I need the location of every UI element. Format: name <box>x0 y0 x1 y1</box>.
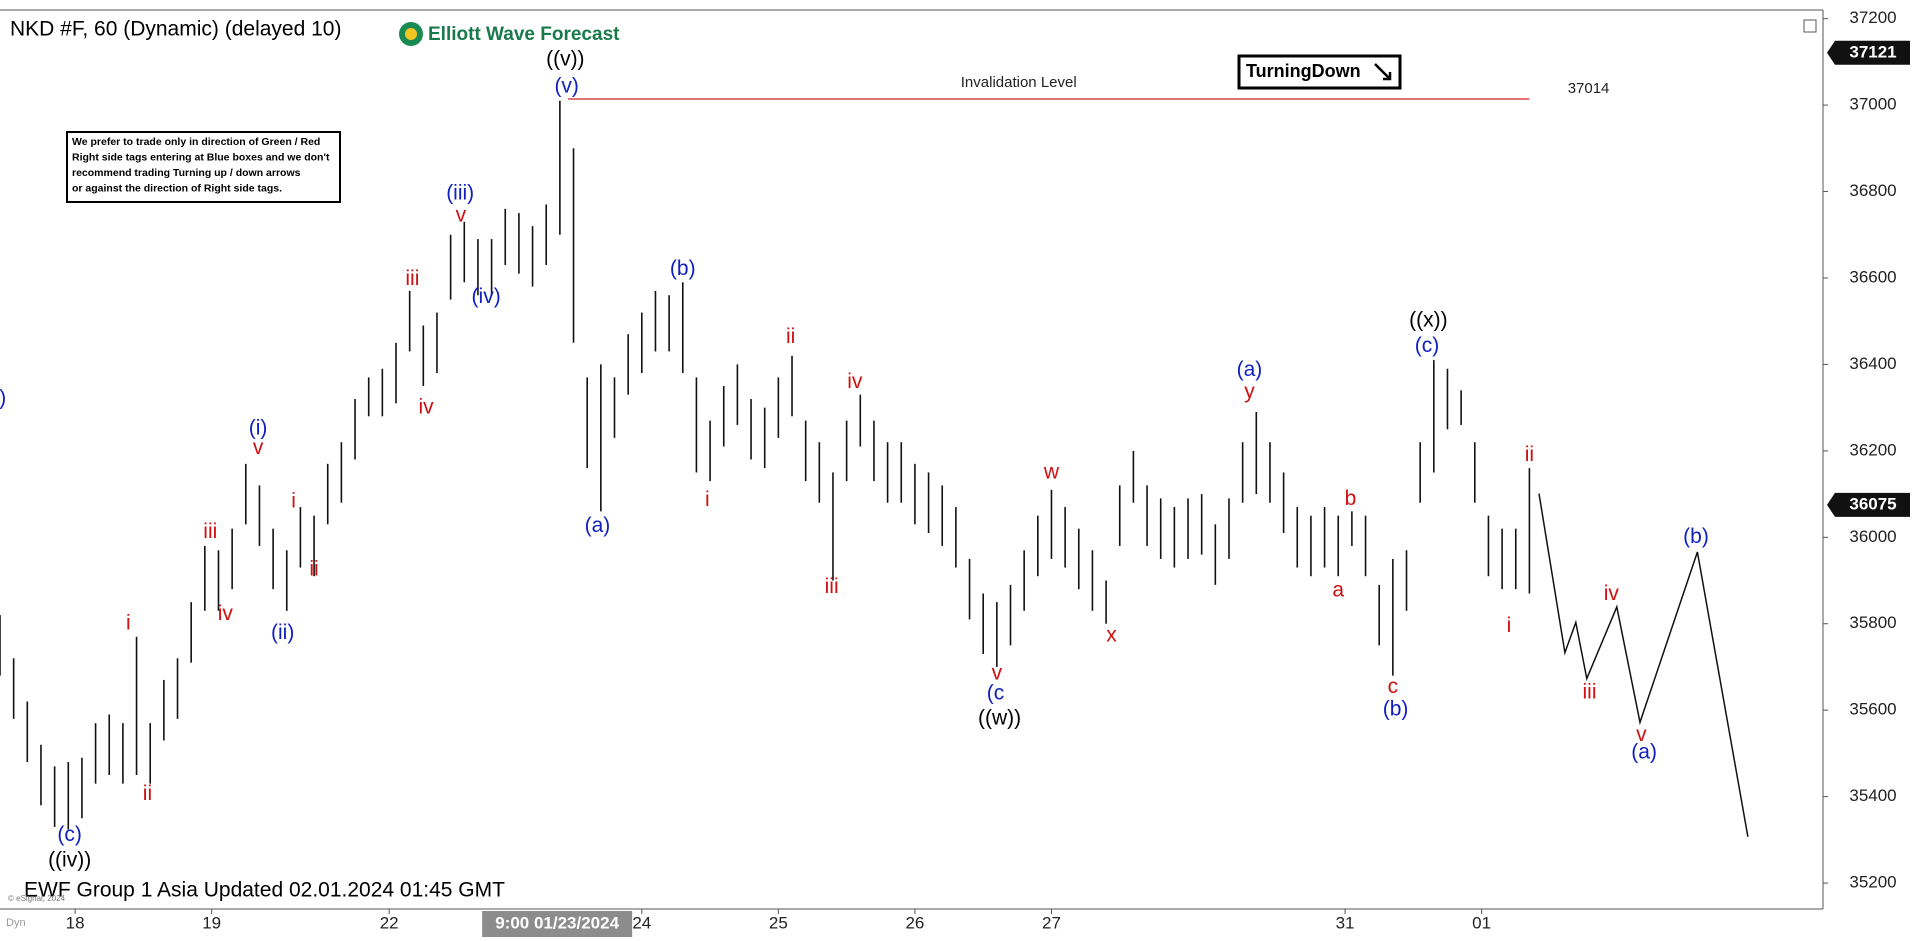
window-icon[interactable] <box>1803 19 1817 33</box>
wave-label: ((v)) <box>546 48 584 71</box>
invalidation-value: 37014 <box>1568 80 1610 97</box>
wave-label: iv <box>1604 582 1620 605</box>
wave-label: y <box>1244 380 1255 403</box>
crosshair-label-bg <box>482 911 633 937</box>
price-tag-label: 36075 <box>1849 494 1896 513</box>
y-tick-label: 36200 <box>1849 440 1896 459</box>
x-tick-label: 22 <box>380 913 399 932</box>
wave-label: ) <box>0 387 6 410</box>
wave-label: x <box>1106 623 1117 646</box>
note-box <box>66 131 341 203</box>
y-tick-label: 35600 <box>1849 700 1896 719</box>
note-line: or against the direction of Right side t… <box>72 182 282 194</box>
signal-box <box>1237 54 1402 90</box>
wave-label: w <box>1043 460 1060 483</box>
wave-label: i <box>1507 614 1512 637</box>
note-line: We prefer to trade only in direction of … <box>72 136 320 148</box>
wave-label: (v) <box>554 74 579 97</box>
logo-icon-core <box>405 28 417 40</box>
signal-label: TurningDown <box>1246 61 1361 81</box>
y-tick-label: 36600 <box>1849 267 1896 286</box>
wave-label: (c) <box>57 823 82 846</box>
x-tick-label: 24 <box>632 913 651 932</box>
wave-label: iv <box>418 396 434 419</box>
chart-title: NKD #F, 60 (Dynamic) (delayed 10) <box>10 18 341 41</box>
note: We prefer to trade only in direction of … <box>72 136 330 195</box>
wave-label: v <box>992 661 1003 684</box>
wave-label: (ii) <box>271 621 294 644</box>
y-tick-label: 35200 <box>1849 873 1896 892</box>
wave-label: iii <box>203 520 217 543</box>
wave-label: ((w)) <box>978 706 1021 729</box>
y-tick-label: 35400 <box>1849 786 1896 805</box>
x-tick-label: 27 <box>1042 913 1061 932</box>
corner-label: Dyn <box>6 917 26 929</box>
note-line: recommend trading Turning up / down arro… <box>72 167 301 179</box>
wave-label: (c) <box>1415 334 1440 357</box>
y-tick-label: 36000 <box>1849 527 1896 546</box>
wave-label: ((iv)) <box>48 849 91 872</box>
y-tick-label: 37000 <box>1849 95 1896 114</box>
brand: Elliott Wave Forecast <box>428 24 620 45</box>
wave-label: (b) <box>1383 698 1409 721</box>
wave-label: i <box>705 488 710 511</box>
x-tick-label: 01 <box>1472 913 1491 932</box>
wave-label: ((x)) <box>1409 308 1447 331</box>
crosshair-label: 9:00 01/23/2024 <box>495 913 619 932</box>
wave-label: iii <box>1582 680 1596 703</box>
x-tick-label: 19 <box>202 913 221 932</box>
wave-label: ii <box>309 558 318 581</box>
wave-label: (a) <box>1631 741 1657 764</box>
wave-label: c <box>1388 675 1399 698</box>
wave-label: (b) <box>670 257 696 280</box>
y-tick-label: 35800 <box>1849 613 1896 632</box>
projection-line <box>1538 493 1749 837</box>
invalidation-label: Invalidation Level <box>961 74 1077 91</box>
wave-label: (i) <box>249 416 268 439</box>
wave-label: a <box>1332 578 1344 601</box>
wave-label: iv <box>218 602 234 625</box>
y-tick-label: 36800 <box>1849 181 1896 200</box>
x-tick-label: 25 <box>769 913 788 932</box>
wave-label: iv <box>847 370 863 393</box>
y-tick-label: 37200 <box>1849 8 1896 27</box>
note-line: Right side tags entering at Blue boxes a… <box>72 151 330 163</box>
wave-label: (iv) <box>472 285 501 308</box>
wave-label: (b) <box>1683 525 1709 548</box>
wave-label: (a) <box>1237 358 1263 381</box>
wave-label: i <box>291 489 296 512</box>
price-tag-bg <box>1827 40 1910 65</box>
x-tick-label: 18 <box>66 913 85 932</box>
price-tag-bg <box>1827 492 1910 517</box>
x-tick-label: 31 <box>1336 913 1355 932</box>
price-tag-label: 37121 <box>1849 42 1896 61</box>
wave-label: iii <box>825 575 839 598</box>
footer: EWF Group 1 Asia Updated 02.01.2024 01:4… <box>24 879 505 902</box>
wave-label: b <box>1345 487 1357 510</box>
wave-label: ii <box>786 325 795 348</box>
wave-label: (iii) <box>446 182 474 205</box>
wave-label: i <box>126 611 131 634</box>
wave-label: ii <box>143 782 152 805</box>
wave-label: v <box>1636 723 1647 746</box>
wave-label: v <box>456 203 467 226</box>
wave-label: iii <box>405 267 419 290</box>
wave-label: (c <box>987 682 1005 705</box>
wave-label: v <box>253 436 264 459</box>
y-tick-label: 36400 <box>1849 354 1896 373</box>
wave-label: ii <box>1525 443 1534 466</box>
copyright: © eSignal, 2024 <box>8 894 66 903</box>
x-tick-label: 26 <box>905 913 924 932</box>
signal-arrow <box>1374 63 1392 81</box>
wave-label: (a) <box>585 514 611 537</box>
